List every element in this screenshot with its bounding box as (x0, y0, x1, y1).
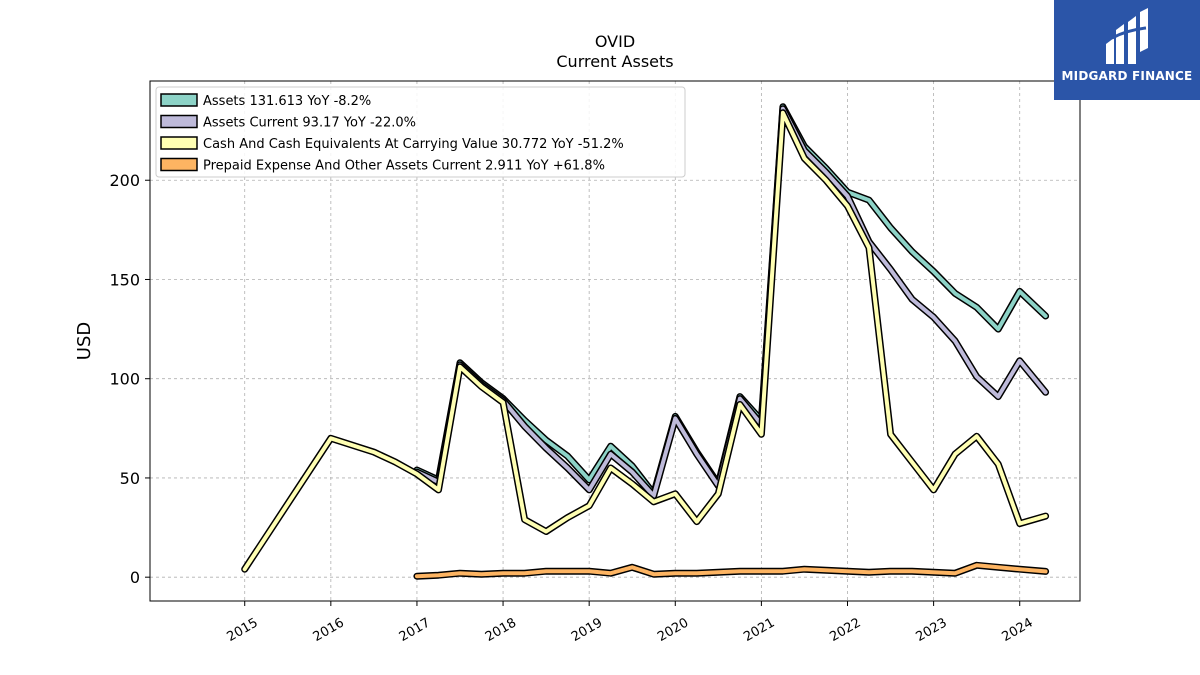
x-tick-label: 2022 (827, 615, 863, 645)
y-tick-label: 0 (130, 568, 140, 587)
series-line-3 (414, 563, 1048, 579)
y-tick-label: 150 (109, 270, 140, 289)
logo-text: MIDGARD FINANCE (1061, 69, 1193, 83)
series-lines (241, 103, 1050, 580)
x-tick-label: 2021 (741, 615, 777, 645)
y-axis-label: USD (74, 322, 95, 360)
chart-title: OVID (595, 32, 635, 51)
x-tick-label: 2015 (225, 615, 261, 645)
legend-entry-1: Assets Current 93.17 YoY -22.0% (203, 116, 416, 131)
legend-entry-0: Assets 131.613 YoY -8.2% (203, 94, 371, 109)
legend-swatch (160, 114, 198, 129)
x-tick-label: 2017 (397, 615, 433, 645)
legend-swatch (160, 157, 198, 172)
chart-subtitle: Current Assets (556, 52, 673, 71)
plot-frame (149, 80, 1081, 602)
legend-entry-3: Prepaid Expense And Other Assets Current… (203, 159, 605, 174)
x-tick-label: 2018 (483, 615, 519, 645)
legend: Assets 131.613 YoY -8.2% Assets Current 9… (155, 86, 686, 178)
legend-box (155, 86, 686, 178)
x-tick-label: 2020 (655, 615, 691, 645)
y-tick-label: 100 (109, 370, 140, 389)
x-tick-label: 2016 (311, 615, 347, 645)
legend-swatch (160, 136, 198, 150)
legend-entry-2: Cash And Cash Equivalents At Carrying Va… (203, 137, 624, 152)
x-tick-label: 2019 (569, 615, 605, 645)
series-line-outline-2 (241, 109, 1050, 573)
brand-logo: MIDGARD FINANCE (1054, 0, 1200, 100)
x-tick-label: 2024 (1000, 615, 1036, 645)
series-line-2 (242, 110, 1048, 572)
logo-mark-icon (1106, 8, 1148, 64)
y-tick-label: 50 (120, 469, 140, 488)
legend-swatch (160, 93, 198, 107)
x-tick-label: 2023 (913, 615, 949, 645)
y-tick-label: 200 (109, 171, 140, 190)
